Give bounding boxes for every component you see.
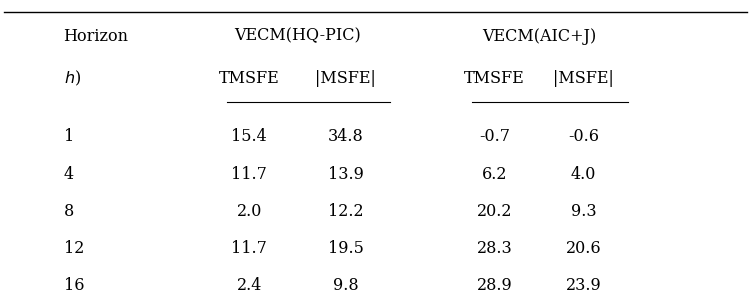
Text: 20.2: 20.2 [477, 203, 512, 220]
Text: 2.0: 2.0 [237, 203, 262, 220]
Text: 15.4: 15.4 [231, 128, 267, 145]
Text: 16: 16 [64, 277, 84, 294]
Text: 11.7: 11.7 [231, 240, 267, 257]
Text: 6.2: 6.2 [481, 165, 507, 183]
Text: 19.5: 19.5 [328, 240, 363, 257]
Text: 8: 8 [64, 203, 74, 220]
Text: 1: 1 [64, 128, 74, 145]
Text: 4: 4 [64, 165, 74, 183]
Text: 23.9: 23.9 [566, 277, 602, 294]
Text: 28.3: 28.3 [476, 240, 512, 257]
Text: -0.7: -0.7 [479, 128, 510, 145]
Text: 13.9: 13.9 [328, 165, 363, 183]
Text: 9.3: 9.3 [571, 203, 596, 220]
Text: |MSFE|: |MSFE| [315, 70, 376, 87]
Text: Horizon: Horizon [64, 28, 128, 44]
Text: $h$): $h$) [64, 69, 80, 88]
Text: 2.4: 2.4 [237, 277, 262, 294]
Text: TMSFE: TMSFE [464, 70, 525, 87]
Text: 9.8: 9.8 [333, 277, 359, 294]
Text: VECM(AIC+J): VECM(AIC+J) [481, 28, 596, 44]
Text: 11.7: 11.7 [231, 165, 267, 183]
Text: -0.6: -0.6 [568, 128, 599, 145]
Text: |MSFE|: |MSFE| [553, 70, 614, 87]
Text: 20.6: 20.6 [566, 240, 602, 257]
Text: VECM(HQ-PIC): VECM(HQ-PIC) [234, 28, 361, 44]
Text: 34.8: 34.8 [328, 128, 363, 145]
Text: TMSFE: TMSFE [219, 70, 279, 87]
Text: 12: 12 [64, 240, 84, 257]
Text: 4.0: 4.0 [571, 165, 596, 183]
Text: 28.9: 28.9 [476, 277, 512, 294]
Text: 12.2: 12.2 [328, 203, 363, 220]
